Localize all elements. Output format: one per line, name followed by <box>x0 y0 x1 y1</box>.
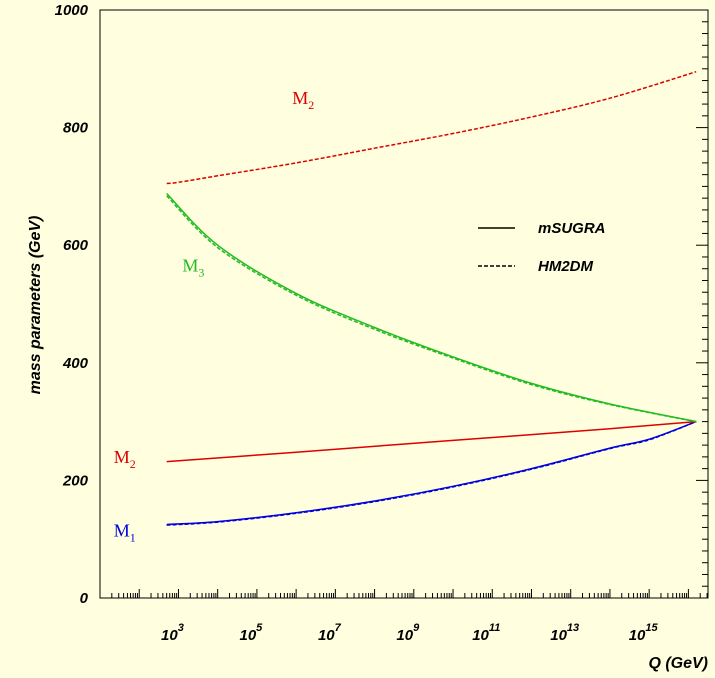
y-tick-label: 800 <box>63 120 89 137</box>
plot-frame <box>99 9 709 599</box>
x-tick-exponent: 13 <box>567 622 579 634</box>
legend-label: HM2DM <box>538 258 594 275</box>
x-axis-title: Q (GeV) <box>648 655 708 672</box>
curve-m3-hm2dm <box>166 195 697 423</box>
x-tick-base: 10 <box>239 627 256 644</box>
x-tick-label: 105 <box>239 622 263 644</box>
x-tick-base: 10 <box>629 627 646 644</box>
x-tick-base: 10 <box>161 627 178 644</box>
y-tick-label: 0 <box>80 590 89 607</box>
x-tick-exponent: 11 <box>489 622 500 634</box>
curve-label: M1 <box>114 520 136 544</box>
y-axis-title: mass parameters (GeV) <box>27 216 44 395</box>
legend-label: mSUGRA <box>538 220 606 237</box>
x-tick-label: 103 <box>161 622 184 644</box>
curve-m2-msugra <box>166 420 697 463</box>
x-tick-base: 10 <box>550 627 567 644</box>
x-tick-label: 1015 <box>629 622 659 644</box>
legend: mSUGRA HM2DM <box>478 220 606 275</box>
x-tick-base: 10 <box>472 627 489 644</box>
y-tick-label: 600 <box>63 237 89 254</box>
y-tick-label: 200 <box>62 472 89 489</box>
x-tick-exponent: 3 <box>178 622 184 634</box>
x-tick-exponent: 7 <box>335 622 342 634</box>
x-tick-label: 109 <box>396 622 420 644</box>
curves <box>166 70 697 526</box>
curve-m1-hm2dm <box>166 420 697 526</box>
y-tick-label: 400 <box>62 355 89 372</box>
x-axis: 103 105 107 109 1011 1013 1015 <box>161 622 658 644</box>
x-tick-base: 10 <box>396 627 413 644</box>
x-tick-label: 107 <box>318 622 342 644</box>
curve-label: M2 <box>114 447 136 471</box>
x-tick-base: 10 <box>318 627 335 644</box>
curve-m3-msugra <box>166 192 697 423</box>
x-tick-label: 1011 <box>472 622 500 644</box>
x-tick-exponent: 5 <box>256 622 263 634</box>
y-axis: 0 200 400 600 800 1000 <box>55 2 89 607</box>
x-tick-label: 1013 <box>550 622 579 644</box>
curve-m2-hm2dm <box>166 70 697 185</box>
y-tick-label: 1000 <box>55 2 89 19</box>
minor-ticks <box>99 9 708 599</box>
x-tick-exponent: 9 <box>413 622 420 634</box>
curve-label: M3 <box>182 256 204 280</box>
curve-m1-msugra <box>166 420 697 526</box>
curve-label: M2 <box>292 88 314 112</box>
curve-labels: M2 M3 M2 M1 <box>114 88 314 544</box>
x-tick-exponent: 15 <box>645 622 658 634</box>
